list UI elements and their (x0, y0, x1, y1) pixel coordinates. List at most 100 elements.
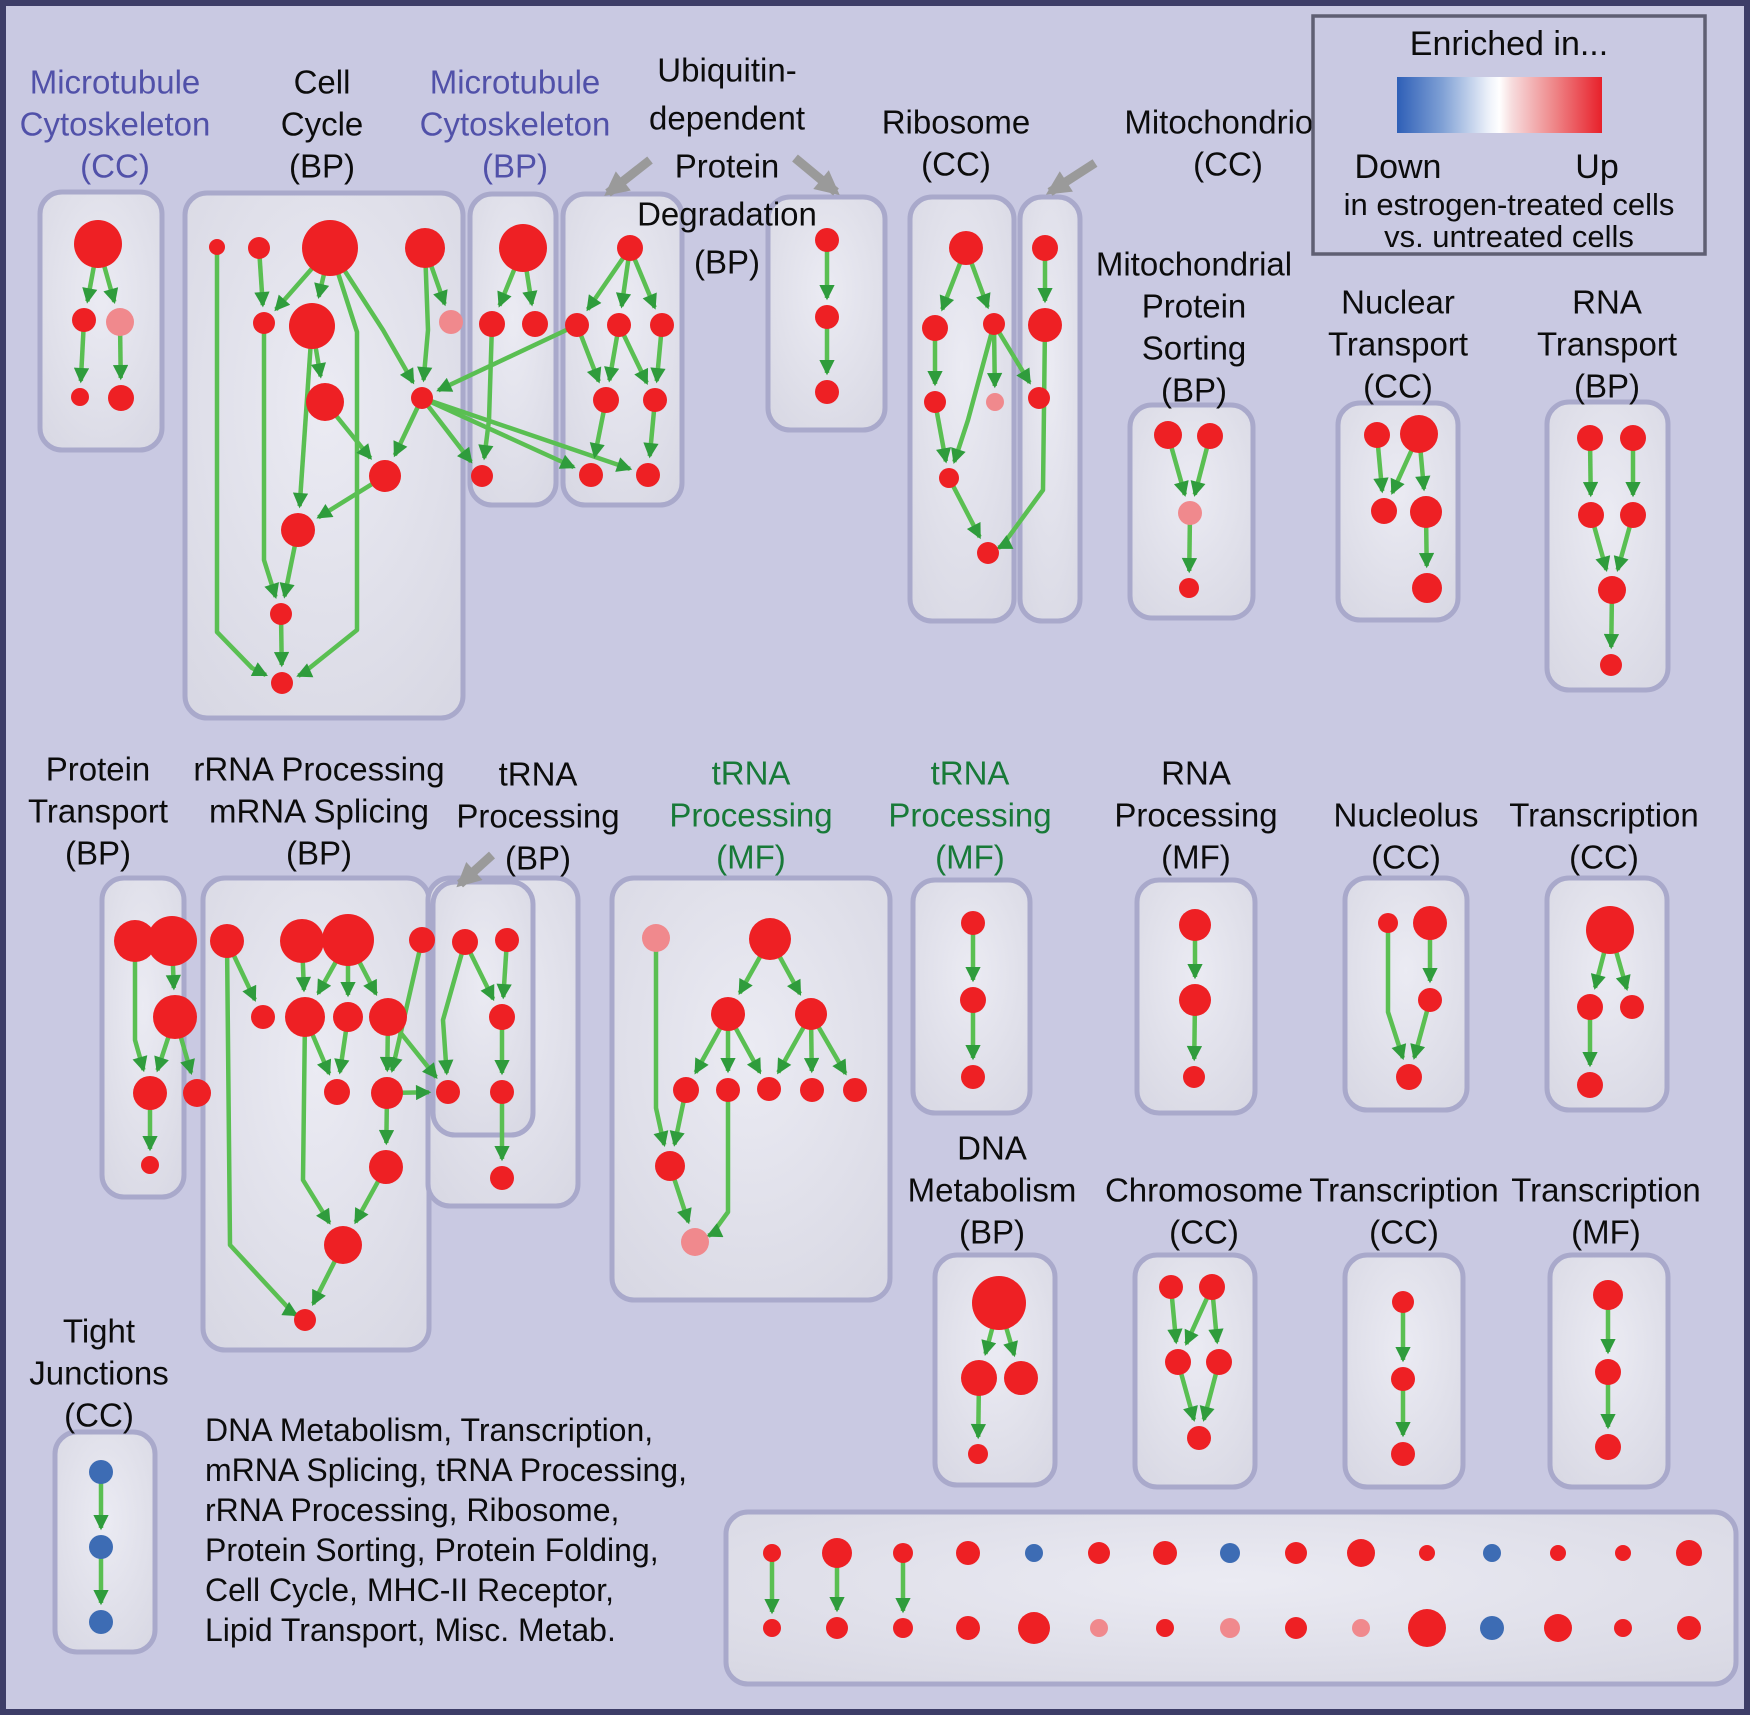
go-term-node (1677, 1616, 1701, 1640)
legend-title: Enriched in... (1410, 25, 1608, 63)
go-term-node (716, 1078, 740, 1102)
go-term-node (253, 312, 275, 334)
edge-arrow (214, 247, 268, 677)
go-term-node (617, 235, 643, 261)
go-term-node (369, 1150, 403, 1184)
cluster-label: Chromosome (CC) (1105, 1172, 1303, 1251)
cluster-label: Tight Junctions (CC) (29, 1313, 168, 1434)
go-term-node (147, 916, 197, 966)
go-term-node (1577, 425, 1603, 451)
go-term-node (815, 228, 839, 252)
go-term-node (302, 220, 358, 276)
cluster-label: Microtubule Cytoskeleton (CC) (20, 64, 211, 185)
go-term-node (1412, 573, 1442, 603)
go-term-node (949, 231, 983, 265)
go-term-node (983, 313, 1005, 335)
go-term-node (1620, 425, 1646, 451)
go-term-node (471, 465, 493, 487)
go-term-node (650, 313, 674, 337)
pointer-arrow (792, 154, 840, 196)
go-term-node (371, 1077, 403, 1109)
go-term-node (210, 924, 244, 958)
go-term-node (248, 237, 270, 259)
go-term-node (1371, 498, 1397, 524)
go-term-node (1032, 235, 1058, 261)
go-term-node (411, 387, 433, 409)
edge-arrow (328, 246, 415, 385)
cluster-label: Transcription (CC) (1309, 1172, 1499, 1251)
cluster-box (723, 1509, 1739, 1687)
go-term-node (607, 313, 631, 337)
go-term-node (452, 929, 478, 955)
go-term-node (271, 672, 293, 694)
go-term-node (209, 239, 225, 255)
go-term-node (763, 1544, 781, 1562)
go-term-node (1408, 1609, 1446, 1647)
go-term-node (642, 924, 670, 952)
cluster-box (37, 189, 165, 453)
legend-box (1311, 14, 1707, 256)
go-term-node (1028, 308, 1062, 342)
edge-arrow (417, 247, 433, 383)
go-term-node (939, 468, 959, 488)
edge-arrow (478, 323, 495, 461)
go-term-node (1595, 1359, 1621, 1385)
legend-gradient-bar (1397, 77, 1602, 133)
go-term-node (479, 311, 505, 337)
go-term-node (1480, 1616, 1504, 1640)
go-term-node (1550, 1545, 1566, 1561)
go-term-node (522, 311, 548, 337)
go-term-node (1183, 1066, 1205, 1088)
go-term-node (1615, 1545, 1631, 1561)
go-term-node (1352, 1619, 1370, 1637)
go-term-node (800, 1078, 824, 1102)
go-term-node (439, 310, 463, 334)
go-term-node (74, 220, 122, 268)
go-term-node (815, 380, 839, 404)
go-term-node (1090, 1619, 1108, 1637)
go-term-node (1199, 1274, 1225, 1300)
go-term-node (289, 303, 335, 349)
go-term-node (1620, 995, 1644, 1019)
edge-arrow (706, 1090, 731, 1238)
go-term-node (1025, 1544, 1043, 1562)
edge-arrow (261, 323, 279, 600)
go-term-node (490, 1080, 514, 1104)
go-term-node (1544, 1614, 1572, 1642)
go-term-node (1391, 1442, 1415, 1466)
go-term-node (1578, 502, 1604, 528)
go-term-node (956, 1616, 980, 1640)
go-term-node (495, 928, 519, 952)
go-term-node (251, 1005, 275, 1029)
go-term-node (1400, 415, 1438, 453)
go-term-node (1165, 1349, 1191, 1375)
cluster-label: DNA Metabolism, Transcription, mRNA Splic… (205, 1412, 687, 1648)
go-term-node (141, 1156, 159, 1174)
go-term-node (324, 1079, 350, 1105)
go-term-node (1347, 1539, 1375, 1567)
go-term-node (436, 1080, 460, 1104)
cluster-label: Nuclear Transport (CC) (1328, 284, 1468, 405)
cluster-label: Transcription (CC) (1509, 797, 1699, 876)
go-term-node (106, 308, 134, 336)
edge-arrow (653, 938, 669, 1147)
go-term-node (489, 1004, 515, 1030)
edge-arrow (300, 1016, 332, 1225)
go-term-node (183, 1079, 211, 1107)
edge-arrow (292, 325, 315, 509)
go-term-node (655, 1151, 685, 1181)
go-term-node (1187, 1426, 1211, 1450)
go-term-node (961, 1360, 997, 1396)
go-term-node (1483, 1544, 1501, 1562)
go-term-node (593, 387, 619, 413)
edge-arrow (951, 323, 997, 465)
go-term-node (763, 1619, 781, 1637)
legend-down-label: Down (1355, 148, 1442, 186)
cluster-box (1544, 875, 1670, 1113)
go-term-node (643, 388, 667, 412)
cluster-label: Cell Cycle (BP) (281, 64, 364, 185)
go-term-node (324, 1226, 362, 1264)
go-term-node (405, 228, 445, 268)
go-term-node (1419, 1545, 1435, 1561)
